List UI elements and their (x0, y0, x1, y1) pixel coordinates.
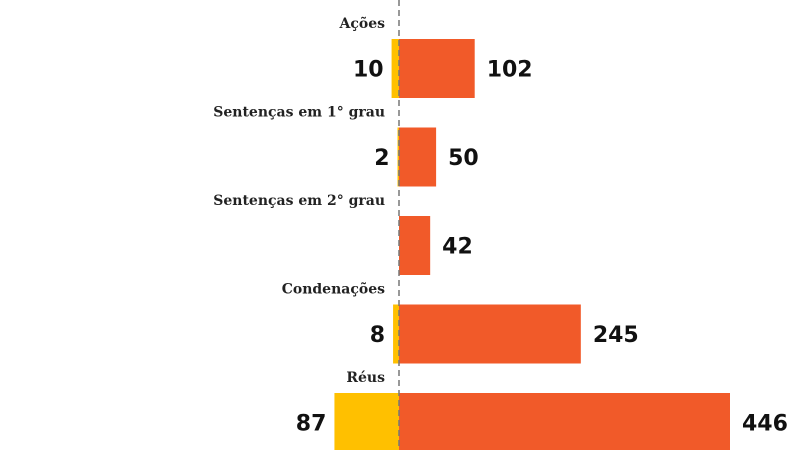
category-label: Sentenças em 2° grau (213, 193, 385, 209)
category-label: Ações (338, 15, 385, 32)
value-label-right: 50 (448, 146, 479, 171)
value-label-right: 42 (442, 235, 473, 260)
category-label: Sentenças em 1° grau (213, 105, 385, 121)
bar-right (399, 127, 437, 187)
bar-left (397, 127, 399, 187)
bar-right (399, 393, 730, 450)
value-label-left: 87 (296, 412, 327, 437)
value-label-right: 446 (742, 412, 788, 437)
bar-left (334, 393, 399, 450)
bar-right (399, 304, 581, 364)
bar-right (399, 216, 431, 275)
bar-left (393, 304, 399, 364)
bar-left (391, 39, 399, 98)
value-label-right: 245 (593, 323, 639, 348)
category-label: Condenações (282, 281, 385, 298)
bar-right (399, 39, 475, 98)
value-label-left: 8 (370, 323, 385, 348)
value-label-left: 2 (374, 146, 389, 171)
value-label-left: 10 (353, 58, 384, 83)
value-label-right: 102 (487, 58, 533, 83)
category-label: Réus (346, 370, 385, 386)
